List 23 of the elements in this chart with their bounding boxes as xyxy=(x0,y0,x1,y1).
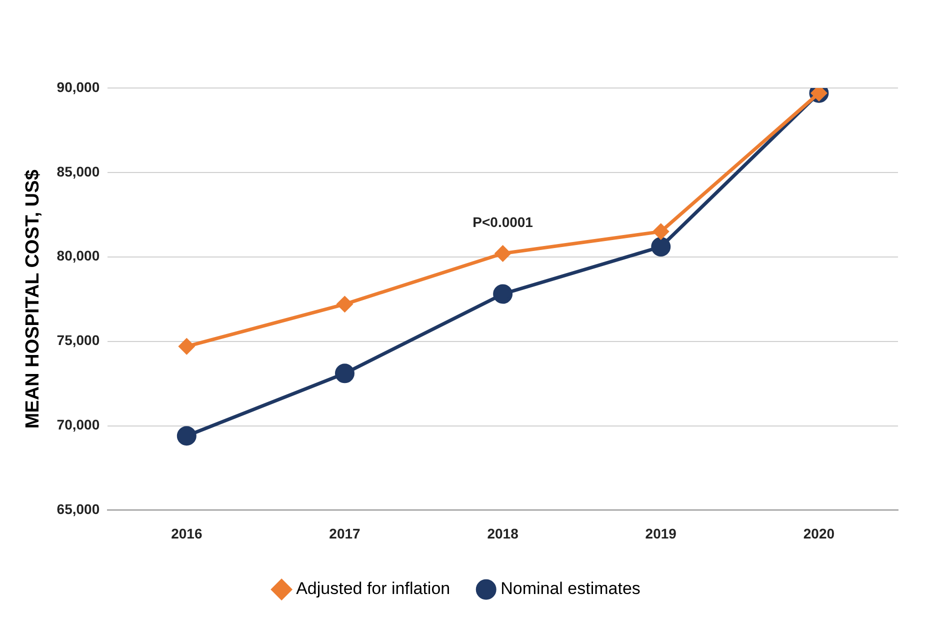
point xyxy=(178,338,194,354)
x-tick-label: 2016 xyxy=(171,525,202,542)
x-tick-label: 2018 xyxy=(487,525,519,542)
x-tick-label: 2019 xyxy=(645,525,677,542)
y-tick-label: 70,000 xyxy=(56,416,100,433)
legend-label: Nominal estimates xyxy=(500,579,640,598)
y-tick-label: 65,000 xyxy=(56,501,100,518)
point xyxy=(651,236,671,256)
y-axis-title: MEAN HOSPITAL COST, US$ xyxy=(22,169,44,429)
point xyxy=(336,296,352,312)
annotation: P<0.0001 xyxy=(472,214,534,230)
point xyxy=(493,284,513,304)
y-tick-label: 80,000 xyxy=(56,248,100,264)
point xyxy=(653,224,669,240)
legend-label: Adjusted for inflation xyxy=(296,579,450,598)
x-tick-label: 2017 xyxy=(329,525,361,542)
y-tick-label: 85,000 xyxy=(56,163,100,180)
x-tick-label: 2020 xyxy=(803,525,835,542)
point xyxy=(334,364,354,384)
point xyxy=(176,426,196,446)
y-tick-label: 90,000 xyxy=(56,78,100,95)
y-tick-label: 75,000 xyxy=(56,332,100,348)
point xyxy=(495,246,511,262)
